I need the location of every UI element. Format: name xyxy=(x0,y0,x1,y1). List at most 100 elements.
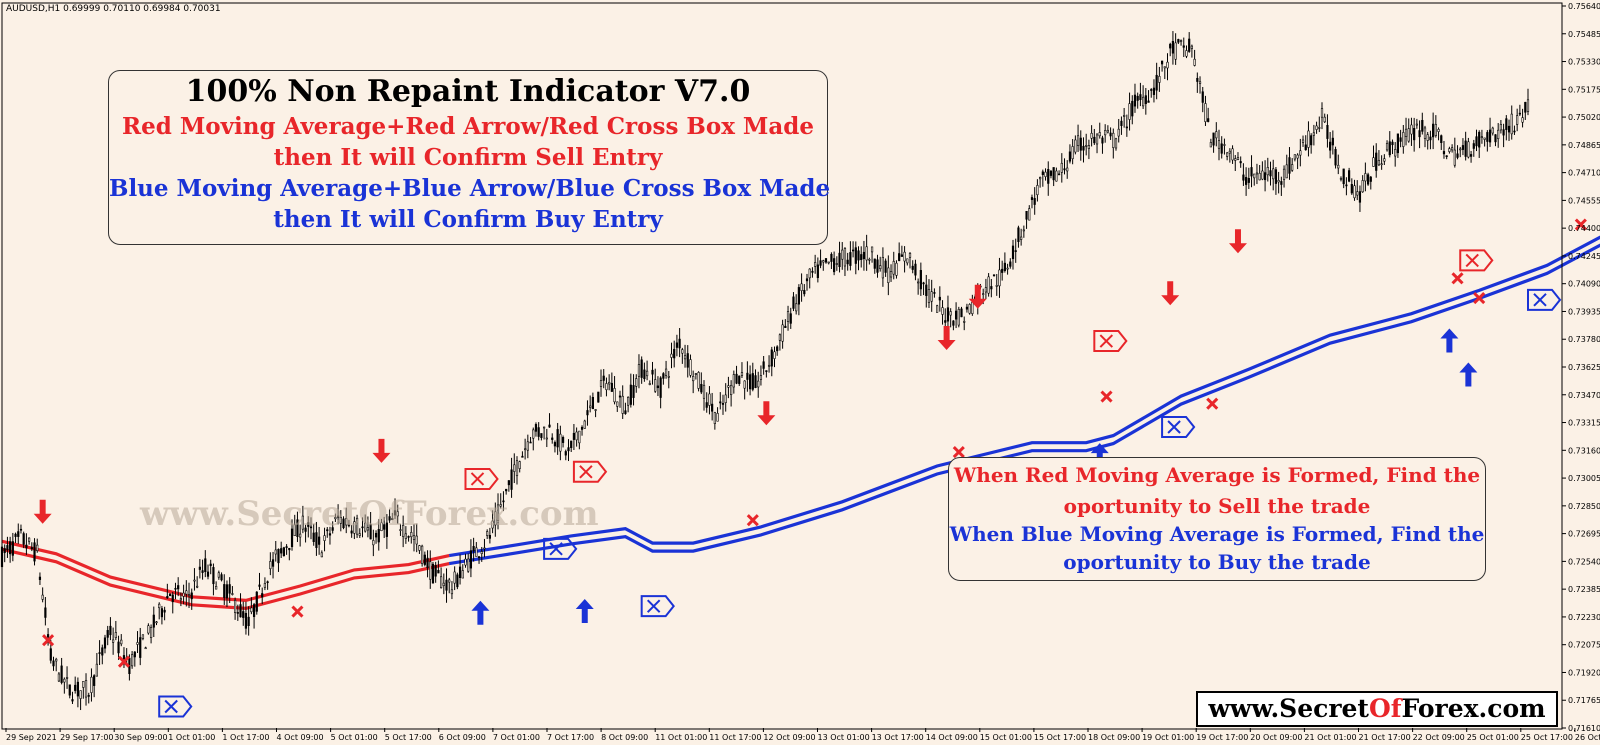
candle-body xyxy=(1510,113,1513,135)
candle-body xyxy=(201,570,204,573)
candle-body xyxy=(477,556,481,559)
candle-body xyxy=(326,529,329,532)
candle-body xyxy=(206,571,210,577)
candle-body xyxy=(46,634,50,638)
candle-body xyxy=(1117,128,1120,137)
candle-body xyxy=(513,464,516,472)
candle-body xyxy=(1404,128,1408,137)
site-url-label[interactable]: www.SecretOfForex.com xyxy=(1196,691,1558,727)
watermark: www.SecretOfForex.com xyxy=(140,494,599,534)
candle-body xyxy=(1440,135,1443,143)
candle-body xyxy=(553,442,557,447)
candle-body xyxy=(534,424,538,432)
candle-body xyxy=(1350,184,1353,194)
candle-body xyxy=(570,440,573,449)
candle-body xyxy=(204,558,207,572)
candle-body xyxy=(1223,144,1226,146)
candle-body xyxy=(740,372,744,376)
candle-body xyxy=(789,313,792,324)
candle-body xyxy=(1421,119,1424,132)
candle-body xyxy=(833,258,836,273)
buy-cross-box-icon-x xyxy=(1533,293,1547,307)
candle-body xyxy=(250,607,253,613)
candle-body xyxy=(472,546,475,552)
candle-body xyxy=(345,518,348,526)
candle-body xyxy=(30,547,33,549)
candle-body xyxy=(355,517,359,535)
candle-body xyxy=(911,265,914,270)
candle-body xyxy=(1299,150,1302,156)
candle-body xyxy=(542,426,546,429)
candle-body xyxy=(1410,124,1413,135)
candle-body xyxy=(613,388,616,403)
candle-body xyxy=(938,296,941,301)
candle-body xyxy=(1155,74,1158,91)
y-tick-label: 0.72540 xyxy=(1568,557,1600,566)
candle-body xyxy=(992,274,996,277)
candle-body xyxy=(439,576,443,588)
y-tick-label: 0.73625 xyxy=(1568,363,1600,372)
candle-body xyxy=(304,527,307,532)
candle-body xyxy=(1125,126,1128,129)
candle-body xyxy=(697,372,700,389)
candle-body xyxy=(185,590,188,595)
candle-body xyxy=(824,258,828,263)
candle-body xyxy=(1169,43,1172,49)
candle-body xyxy=(1334,149,1337,166)
candle-body xyxy=(946,307,950,322)
candle-body xyxy=(919,270,922,290)
candle-body xyxy=(795,303,798,312)
candle-body xyxy=(331,527,334,531)
candle-body xyxy=(84,679,88,698)
candle-body xyxy=(860,254,863,261)
candle-body xyxy=(1112,132,1115,148)
candle-body xyxy=(342,518,345,529)
candle-body xyxy=(60,665,63,683)
candle-body xyxy=(496,504,500,521)
buy-cross-box-icon-x xyxy=(646,599,661,613)
candle-body xyxy=(95,663,98,677)
candle-body xyxy=(521,455,524,458)
y-tick-label: 0.71610 xyxy=(1568,724,1600,733)
candle-body xyxy=(1369,176,1372,182)
candle-body xyxy=(215,586,218,590)
candle-body xyxy=(11,541,14,556)
buy-cross-box-icon xyxy=(640,595,675,618)
candle-body xyxy=(1456,153,1459,158)
candle-body xyxy=(1261,170,1264,180)
candle-body xyxy=(849,252,852,266)
candle-body xyxy=(82,681,85,688)
candle-body xyxy=(1247,178,1250,183)
buy-arrow-icon xyxy=(1459,362,1478,387)
candle-body xyxy=(594,409,597,411)
x-tick-label: 7 Oct 17:00 xyxy=(547,733,594,742)
candle-body xyxy=(418,545,421,551)
candle-body xyxy=(1437,129,1440,132)
candle-body xyxy=(17,531,20,537)
candle-body xyxy=(491,520,494,529)
candle-body xyxy=(112,639,115,643)
sell-arrow-icon xyxy=(1161,281,1180,306)
candle-body xyxy=(1174,42,1177,60)
candle-body xyxy=(171,594,174,603)
candle-body xyxy=(87,695,90,697)
y-tick-label: 0.72695 xyxy=(1568,530,1600,539)
y-tick-label: 0.71765 xyxy=(1568,696,1600,705)
x-tick-label: 6 Oct 09:00 xyxy=(439,733,486,742)
candle-body xyxy=(1432,123,1435,138)
candle-body xyxy=(385,522,388,537)
candle-body xyxy=(1521,117,1524,123)
candle-body xyxy=(505,488,508,492)
candle-body xyxy=(369,524,372,540)
candle-body xyxy=(1028,208,1031,221)
sell-arrow-icon xyxy=(1228,229,1247,254)
candle-body xyxy=(692,376,695,382)
candle-body xyxy=(1085,145,1088,147)
candle-body xyxy=(1418,130,1421,138)
candle-body xyxy=(1179,40,1183,42)
candle-body xyxy=(635,378,638,387)
candle-body xyxy=(1120,120,1123,126)
candle-body xyxy=(399,529,402,531)
buy-cross-box-icon xyxy=(1527,288,1562,311)
candle-body xyxy=(68,684,71,696)
